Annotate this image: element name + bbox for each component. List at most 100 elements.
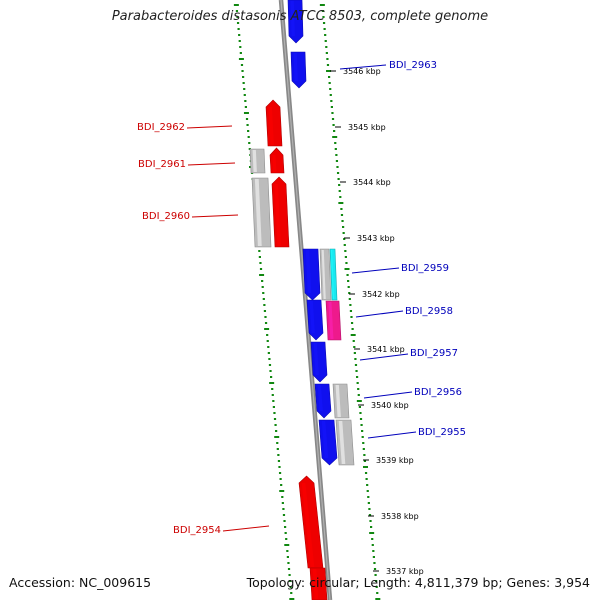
gc-dot (331, 112, 334, 114)
gc-dot (353, 346, 356, 348)
gc-dot (334, 148, 337, 150)
gc-dot (340, 214, 344, 216)
gc-dot (238, 34, 241, 36)
rna-feature-cyan (329, 248, 338, 301)
gc-dot (356, 400, 362, 402)
gc-dot (332, 136, 338, 138)
gc-dot (336, 166, 339, 168)
gc-dot (286, 550, 289, 552)
gene-label-bdi-2955[interactable]: BDI_2955 (418, 427, 466, 438)
gc-dot (363, 460, 367, 462)
gc-dot (364, 472, 368, 474)
gc-dot (247, 136, 250, 138)
gene-label-bdi-2962[interactable]: BDI_2962 (137, 122, 185, 133)
gc-dot (281, 496, 284, 498)
gene-label-bdi-2954[interactable]: BDI_2954 (173, 525, 221, 536)
gene-label-bdi-2959[interactable]: BDI_2959 (401, 263, 449, 274)
gc-dot (246, 124, 249, 126)
gc-dot (353, 352, 356, 354)
gene-features (249, 0, 355, 600)
gc-dot (325, 46, 328, 48)
gene-bdi-2958 (306, 299, 324, 341)
gc-dot (335, 154, 338, 156)
gene-label-bdi-2957[interactable]: BDI_2957 (410, 348, 458, 359)
gc-dot (345, 262, 348, 264)
gc-dot (341, 220, 344, 222)
gc-dot (344, 256, 347, 258)
gc-dot (278, 466, 281, 468)
gc-dot (326, 58, 329, 60)
gc-dot (264, 316, 267, 318)
gc-dot (373, 562, 376, 564)
pseudo-feature-b (251, 177, 272, 248)
kbp-scale: 3546 kbp 3545 kbp 3544 kbp 3543 kbp 3542 kbp… (330, 67, 424, 576)
scale-tick-label: 3546 kbp (343, 67, 381, 76)
gc-dot (243, 88, 246, 90)
gc-dot (354, 358, 357, 360)
gc-dot (273, 412, 276, 414)
gc-dot (279, 490, 285, 492)
gene-label-bdi-2958[interactable]: BDI_2958 (405, 306, 453, 317)
gc-dot (288, 574, 291, 576)
gc-dot (262, 292, 265, 294)
gc-dot (286, 556, 289, 558)
gene-bdi-2954-tail (309, 567, 328, 600)
gc-dot (241, 70, 244, 72)
gc-dot (282, 508, 285, 510)
gene-bdi-2961 (269, 147, 285, 174)
gene-label-bdi-2954-leader (222, 525, 270, 532)
gc-dot (374, 574, 377, 576)
gene-labels: BDI_2962 BDI_2961 BDI_2960 BDI_2954 BDI_2963… (137, 60, 466, 536)
gc-dot (238, 40, 241, 42)
gc-dot (245, 118, 249, 120)
gene-label-bdi-2956[interactable]: BDI_2956 (414, 387, 462, 398)
gc-dot (369, 526, 373, 528)
genome-backbone (278, 0, 333, 600)
gc-dot (287, 568, 291, 570)
gc-dot (375, 580, 378, 582)
gc-dot (272, 406, 275, 408)
gc-dot (281, 502, 284, 504)
gc-dot (274, 436, 280, 438)
scale-tick-label: 3542 kbp (362, 290, 400, 299)
gc-dot (276, 442, 279, 444)
gc-dot (326, 70, 332, 72)
genome-title: Parabacteroides distasonis ATCC 8503, co… (111, 9, 489, 24)
gc-dot (367, 496, 370, 498)
gc-dot (343, 244, 346, 246)
gc-dot (284, 544, 290, 546)
gene-label-bdi-2960[interactable]: BDI_2960 (142, 211, 190, 222)
gc-dot (273, 418, 277, 420)
gene-label-bdi-2962-leader (186, 125, 233, 129)
gene-label-bdi-2963-leader (339, 64, 387, 70)
gc-dot (264, 322, 268, 324)
gc-dot (324, 40, 327, 42)
gc-dot (247, 130, 250, 132)
gc-dot (277, 454, 280, 456)
gc-dot (283, 526, 287, 528)
gc-dot (321, 10, 325, 12)
gene-bdi-2955 (318, 419, 338, 466)
gc-dot (323, 28, 326, 30)
gc-dot (241, 76, 245, 78)
gc-dot (338, 190, 341, 192)
gc-dot (375, 598, 381, 600)
gc-dot (350, 334, 356, 336)
gene-label-bdi-2961[interactable]: BDI_2961 (138, 159, 186, 170)
gc-dot (287, 562, 290, 564)
gene-label-bdi-2958-leader (355, 310, 404, 318)
gc-dot (355, 376, 359, 378)
gene-label-bdi-2961-leader (187, 162, 236, 166)
topology-text: Topology: circular; Length: 4,811,379 bp… (246, 575, 590, 590)
gc-dot (359, 412, 362, 414)
gene-label-bdi-2963[interactable]: BDI_2963 (389, 60, 437, 71)
gc-dot (264, 328, 270, 330)
gc-dot (330, 100, 333, 102)
gc-dot (343, 238, 346, 240)
gc-dot (327, 76, 331, 78)
gc-dot (322, 16, 325, 18)
gc-dot (368, 508, 371, 510)
gc-dot (236, 22, 240, 24)
gc-dot (236, 16, 239, 18)
gc-dot (358, 406, 361, 408)
